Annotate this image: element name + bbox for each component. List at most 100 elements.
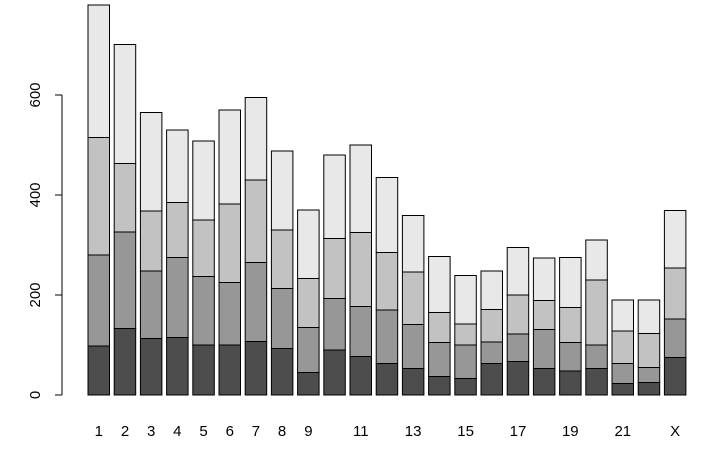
bar-13-segment-2 <box>401 324 425 369</box>
bar-1-segment-1 <box>87 345 110 396</box>
bar-10-segment-1 <box>323 349 346 396</box>
x-tick-label: 7 <box>252 423 260 440</box>
bar-15-segment-4 <box>454 275 477 325</box>
bar-3-segment-1 <box>139 338 163 396</box>
bar-22-segment-4 <box>637 299 661 334</box>
x-axis-labels: 1 2 3 4 5 6 7 8 9 11 13 15 17 19 21 X <box>95 423 680 440</box>
bar-2-segment-3 <box>113 163 137 233</box>
bar-1-segment-3 <box>87 137 110 256</box>
x-tick-label: 13 <box>405 423 422 440</box>
bar-17-segment-4 <box>506 247 530 296</box>
bar-13-segment-3 <box>401 271 425 325</box>
bar-15-segment-3 <box>454 323 477 346</box>
bar-12-segment-1 <box>375 363 399 396</box>
bar-11-segment-2 <box>349 306 372 357</box>
bar-22-segment-2 <box>637 367 661 383</box>
bar-13-segment-4 <box>401 215 425 273</box>
bar-2-segment-2 <box>113 231 137 329</box>
bar-4-segment-1 <box>166 337 189 396</box>
bar-10-segment-2 <box>323 298 346 351</box>
bar-1-segment-2 <box>87 254 110 347</box>
y-axis: 0 200 400 600 <box>27 82 63 399</box>
bar-8-segment-2 <box>270 288 294 349</box>
bar-1-segment-4 <box>87 4 110 138</box>
x-tick-label: 11 <box>353 423 369 440</box>
bar-22-segment-1 <box>637 382 661 396</box>
bar-8-segment-1 <box>270 348 294 396</box>
bar-16-segment-1 <box>480 363 503 396</box>
bar-5-segment-1 <box>192 344 215 396</box>
bar-4-segment-3 <box>166 202 189 258</box>
bar-14-segment-4 <box>428 256 451 313</box>
bar-9-segment-3 <box>297 278 320 328</box>
y-tick-label: 200 <box>27 282 44 307</box>
x-tick-label: 1 <box>95 423 103 440</box>
bar-9-segment-2 <box>297 327 320 373</box>
bar-20-segment-3 <box>585 279 608 346</box>
bar-17-segment-3 <box>506 294 530 335</box>
bar-2-segment-1 <box>113 328 137 396</box>
bar-15-segment-2 <box>454 344 477 379</box>
bar-19-segment-4 <box>559 257 582 308</box>
x-tick-label: 5 <box>199 423 207 440</box>
bar-18-segment-2 <box>532 329 556 369</box>
x-tick-label: 19 <box>562 423 579 440</box>
bar-16-segment-4 <box>480 270 503 310</box>
bar-19-segment-3 <box>559 307 582 343</box>
bar-5-segment-3 <box>192 219 215 277</box>
bar-3-segment-3 <box>139 210 163 272</box>
bar-11-segment-4 <box>349 144 372 233</box>
bar-16-segment-2 <box>480 341 503 364</box>
bar-8-segment-4 <box>270 150 294 231</box>
bar-18-segment-3 <box>532 300 556 330</box>
bar-4-segment-2 <box>166 257 189 338</box>
bar-5-segment-2 <box>192 276 215 346</box>
bar-21-segment-4 <box>611 299 634 332</box>
x-tick-label: 3 <box>147 423 155 440</box>
x-tick-label: 8 <box>278 423 286 440</box>
bar-7-segment-3 <box>244 179 268 263</box>
bar-21-segment-1 <box>611 383 634 396</box>
bar-20-segment-2 <box>585 344 608 369</box>
bar-7-segment-2 <box>244 262 268 342</box>
bar-14-segment-3 <box>428 312 451 343</box>
x-tick-label: 17 <box>510 423 527 440</box>
y-tick-label: 400 <box>27 182 44 207</box>
bar-X-segment-3 <box>663 267 687 320</box>
bar-6-segment-1 <box>218 344 241 396</box>
bar-7-segment-4 <box>244 97 268 181</box>
bar-X-segment-2 <box>663 318 687 358</box>
bar-9-segment-4 <box>297 209 320 279</box>
bar-4-segment-4 <box>166 129 189 203</box>
bar-X-segment-1 <box>663 357 687 396</box>
x-tick-label: 21 <box>614 423 631 440</box>
y-tick-label: 0 <box>27 391 44 399</box>
bar-13-segment-1 <box>401 368 425 396</box>
bar-12-segment-2 <box>375 309 399 364</box>
bar-14-segment-2 <box>428 342 451 377</box>
bar-6-segment-2 <box>218 282 241 346</box>
bar-10-segment-4 <box>323 154 346 239</box>
bar-10-segment-3 <box>323 238 346 299</box>
bar-22-segment-3 <box>637 333 661 368</box>
bar-12-segment-3 <box>375 252 399 311</box>
bar-X-segment-4 <box>663 210 687 269</box>
bar-12-segment-4 <box>375 177 399 253</box>
x-tick-label: 6 <box>226 423 234 440</box>
bar-8-segment-3 <box>270 229 294 289</box>
bar-17-segment-1 <box>506 361 530 396</box>
bar-layer <box>87 4 687 396</box>
bar-19-segment-1 <box>559 370 582 396</box>
x-tick-label: 2 <box>121 423 129 440</box>
x-tick-label: X <box>670 423 680 440</box>
bar-18-segment-1 <box>532 368 556 396</box>
bar-3-segment-2 <box>139 270 163 339</box>
bar-5-segment-4 <box>192 140 215 221</box>
x-tick-label: 4 <box>173 423 181 440</box>
bar-2-segment-4 <box>113 44 137 164</box>
y-tick-label: 600 <box>27 82 44 107</box>
bar-20-segment-1 <box>585 368 608 396</box>
x-tick-label: 15 <box>457 423 474 440</box>
bar-11-segment-1 <box>349 356 372 396</box>
